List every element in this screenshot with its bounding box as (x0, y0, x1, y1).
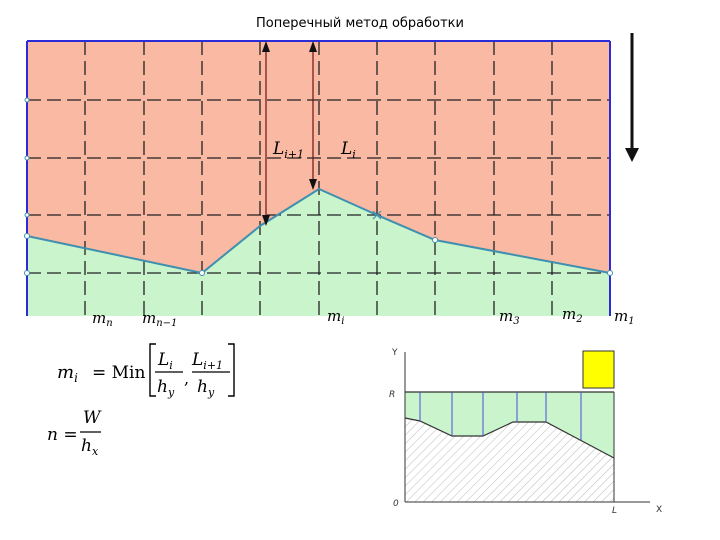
fraction-a-numerator: Li (157, 350, 173, 372)
label-r: R (389, 390, 395, 400)
m-label-3: m3 (499, 307, 520, 327)
bracket-left (149, 343, 156, 397)
axis-y-label: Y (391, 348, 398, 358)
bracket-right (228, 343, 235, 397)
fraction-a-denominator: hy (157, 377, 175, 399)
bottom-diagram: Y R 0 L X (389, 348, 662, 516)
pass-lines (419, 392, 582, 440)
m-label-2: m2 (562, 305, 583, 325)
cutter-tool (582, 350, 615, 389)
formula-mi-min: = Min (92, 363, 145, 383)
formula-n: n = W hx (47, 408, 102, 458)
formula-comma: , (184, 369, 189, 388)
formula-n-numerator: W (83, 408, 102, 428)
m-label-n-minus-1: mn−1 (142, 309, 177, 329)
m-label-i: mi (327, 307, 344, 327)
formula-mi-lhs: mi (57, 362, 78, 385)
profile-nodes (24, 97, 613, 276)
m-label-n: mn (92, 309, 113, 329)
distance-arrow-li1 (262, 41, 270, 226)
label-li: Li (340, 139, 356, 161)
top-diagram: Li+1 Li mn mn−1 mi m3 m2 m1 (24, 33, 639, 329)
distance-arrow-li (309, 41, 317, 190)
feed-direction-arrow (625, 33, 639, 162)
formula-n-denominator: hx (81, 436, 99, 458)
removal-zone (405, 392, 614, 458)
label-zero: 0 (393, 499, 399, 509)
page-title: Поперечный метод обработки (256, 16, 464, 31)
axis-x-label: X (656, 505, 662, 515)
label-l: L (612, 506, 617, 516)
m-labels: mn mn−1 mi m3 m2 m1 (92, 305, 635, 329)
formula-n-lhs: n = (47, 425, 78, 445)
label-li1: Li+1 (272, 139, 304, 161)
material-zone (405, 418, 614, 502)
cross-marker (372, 210, 382, 220)
m-label-1: m1 (614, 307, 635, 327)
fraction-b-numerator: Li+1 (191, 350, 223, 372)
fraction-b-denominator: hy (197, 377, 215, 399)
formula-mi: mi = Min Li hy , Li+1 hy (57, 343, 235, 399)
